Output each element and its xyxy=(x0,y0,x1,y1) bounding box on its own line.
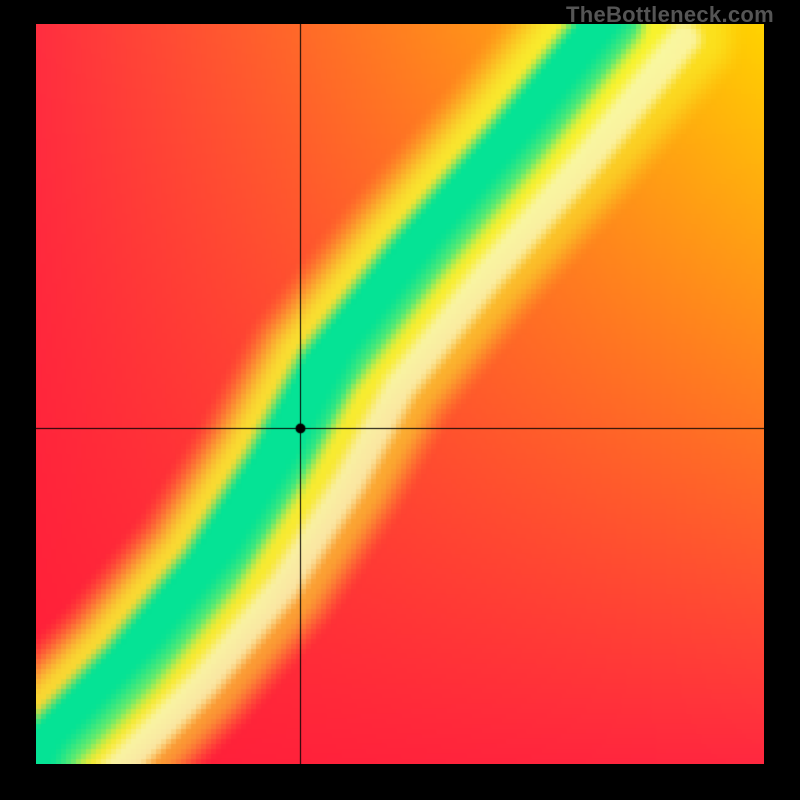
bottleneck-heatmap xyxy=(36,24,764,764)
watermark-text: TheBottleneck.com xyxy=(566,2,774,28)
chart-container: { "watermark": { "text": "TheBottleneck.… xyxy=(0,0,800,800)
